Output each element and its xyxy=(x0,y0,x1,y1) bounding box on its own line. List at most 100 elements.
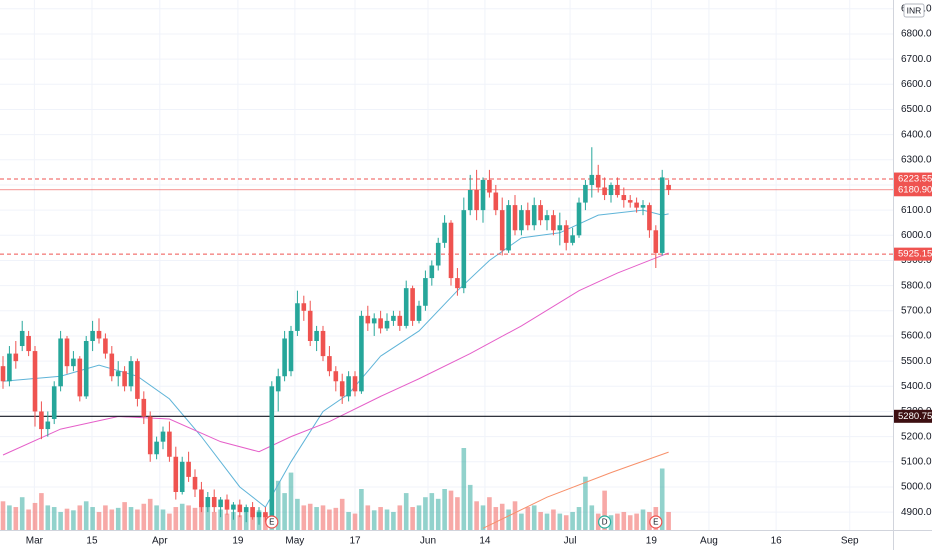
volume-bar xyxy=(352,513,358,530)
volume-bar xyxy=(96,511,102,530)
candle-body xyxy=(461,210,467,289)
y-tick-label: 6000.00 xyxy=(901,230,932,241)
volume-bar xyxy=(455,497,460,530)
candle-body xyxy=(634,202,639,208)
candle-body xyxy=(13,353,19,362)
candle-body xyxy=(627,200,633,203)
volume-bar xyxy=(320,505,326,530)
candle-body xyxy=(474,190,479,211)
volume-bar xyxy=(218,509,223,530)
candle-body xyxy=(480,179,486,211)
x-tick-label: Jun xyxy=(420,536,436,547)
candle-body xyxy=(339,381,345,397)
candle-body xyxy=(224,499,230,510)
candle-body xyxy=(295,303,300,331)
y-tick-label: 5600.00 xyxy=(901,331,932,342)
candle-body xyxy=(359,315,364,392)
candle-body xyxy=(314,330,319,342)
y-tick-label: 5100.00 xyxy=(901,456,932,467)
volume-bar xyxy=(435,498,441,530)
candle-body xyxy=(90,330,95,342)
volume-bar xyxy=(493,507,499,530)
volume-bar xyxy=(231,511,236,530)
candle-body xyxy=(576,202,582,236)
volume-bar xyxy=(7,505,12,530)
candle-body xyxy=(563,225,569,243)
x-tick-label: Sep xyxy=(841,536,859,547)
candle-body xyxy=(506,205,511,251)
candle-body xyxy=(570,235,575,243)
candle-body xyxy=(525,210,531,226)
candle-body xyxy=(141,398,147,417)
volume-bar xyxy=(480,505,486,530)
candle-body xyxy=(493,192,499,211)
axes: 4900.005000.005100.005200.005300.005400.… xyxy=(26,3,932,547)
candle-body xyxy=(192,476,198,490)
volume-bar xyxy=(327,509,332,530)
volume-bar xyxy=(141,503,147,530)
volume-bar xyxy=(346,511,351,530)
volume-bar xyxy=(186,505,191,530)
x-tick-label: Apr xyxy=(152,536,168,547)
price-label-box xyxy=(894,409,932,423)
candle-body xyxy=(109,353,115,377)
candle-body xyxy=(71,358,76,367)
y-tick-label: 6800.00 xyxy=(901,29,932,40)
candle-body xyxy=(384,320,390,329)
volume-bar xyxy=(192,507,198,530)
candle-body xyxy=(333,371,339,382)
volume-bar xyxy=(205,505,211,530)
volume-bar xyxy=(288,472,294,530)
candle-body xyxy=(531,205,537,226)
volume-bar xyxy=(128,507,134,530)
y-tick-label: 6100.00 xyxy=(901,205,932,216)
candle-body xyxy=(19,330,25,347)
volume-bar xyxy=(19,497,25,530)
candle-body xyxy=(218,499,223,508)
volume-bar xyxy=(371,510,377,530)
candle-body xyxy=(160,431,166,442)
volume-bar xyxy=(391,511,396,530)
volume-bar xyxy=(275,480,281,530)
volume-bar xyxy=(429,493,435,530)
candle-body xyxy=(211,497,217,508)
price-label: 5280.75 xyxy=(898,411,932,422)
volume-bar xyxy=(378,507,383,530)
volume-bar xyxy=(64,508,70,530)
volume-bar xyxy=(621,511,627,530)
volume-bar xyxy=(160,509,166,530)
candle-body xyxy=(263,512,268,518)
volume-bar xyxy=(640,509,646,530)
volume-bar xyxy=(45,505,51,530)
candle-body xyxy=(237,504,243,513)
volume-bar xyxy=(26,509,31,530)
candle-body xyxy=(640,205,646,208)
candle-body xyxy=(442,222,447,243)
x-tick-label: 15 xyxy=(86,536,98,547)
candle-body xyxy=(250,507,255,518)
candle-body xyxy=(0,366,6,382)
volume-bar xyxy=(397,505,403,530)
volume-bar xyxy=(423,497,428,530)
volume-bar xyxy=(365,505,371,530)
y-tick-label: 5700.00 xyxy=(901,305,932,316)
volume-bar xyxy=(442,489,447,530)
volume-bar xyxy=(474,501,479,530)
x-tick-label: 16 xyxy=(771,536,783,547)
volume-bar xyxy=(0,501,6,530)
volume-bar xyxy=(307,503,313,530)
candle-body xyxy=(551,215,556,231)
volume-bar xyxy=(410,507,415,530)
x-tick-label: Jul xyxy=(564,536,577,547)
volume-bar xyxy=(147,498,153,530)
candle-body xyxy=(429,265,435,279)
candle-body xyxy=(307,310,313,342)
candle-body xyxy=(467,190,473,211)
volume-bar xyxy=(71,510,76,530)
candle-body xyxy=(659,177,665,253)
candle-body xyxy=(410,288,415,321)
candle-body xyxy=(103,338,108,354)
candle-body xyxy=(173,456,179,492)
